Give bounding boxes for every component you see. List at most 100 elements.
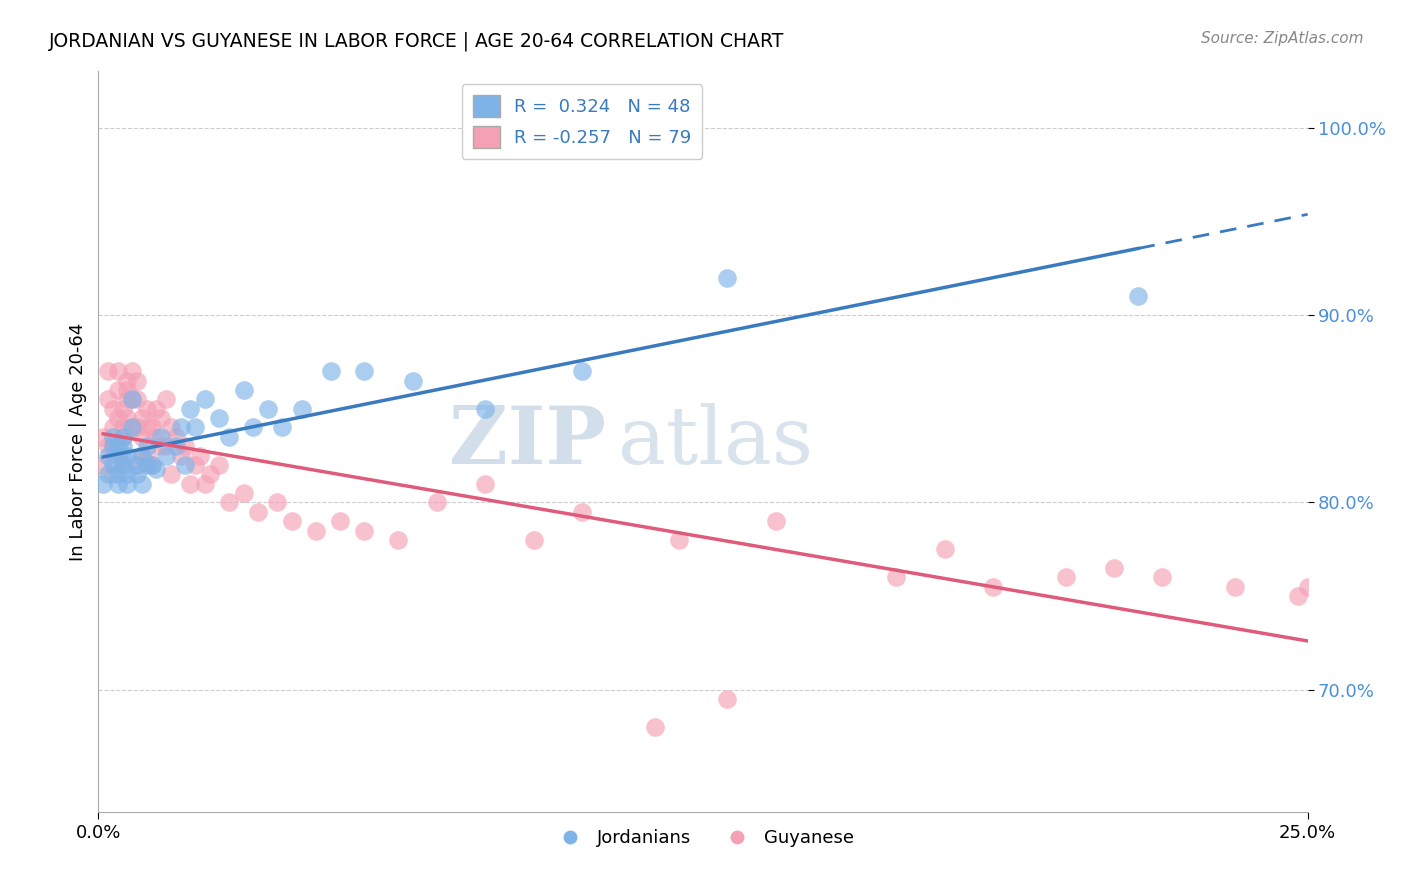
Point [1152,570,1174,584]
Y-axis label: In Labor Force | Age 20-64: In Labor Force | Age 20-64 [69,322,87,561]
Point [150,430,173,444]
Point [305,524,328,538]
Point [232,383,254,397]
Point [169,449,191,463]
Point [141,420,163,434]
Point [135,439,157,453]
Point [402,374,425,388]
Point [131,411,153,425]
Point [111,430,134,444]
Point [107,439,129,453]
Point [97,467,120,482]
Point [571,505,593,519]
Text: Source: ZipAtlas.com: Source: ZipAtlas.com [1201,31,1364,46]
Point [101,439,124,453]
Point [127,392,149,407]
Text: JORDANIAN VS GUYANESE IN LABOR FORCE | AGE 20-64 CORRELATION CHART: JORDANIAN VS GUYANESE IN LABOR FORCE | A… [49,31,785,51]
Point [107,411,129,425]
Point [91,430,114,444]
Point [101,467,124,482]
Point [131,449,153,463]
Point [242,420,264,434]
Point [145,430,167,444]
Point [1054,570,1077,584]
Point [107,467,129,482]
Point [290,401,312,416]
Point [91,476,114,491]
Point [523,533,546,547]
Point [716,692,738,706]
Point [169,420,191,434]
Point [256,401,278,416]
Point [1128,289,1150,303]
Point [218,495,240,509]
Point [155,392,177,407]
Point [160,467,183,482]
Point [271,420,294,434]
Point [117,449,139,463]
Text: atlas: atlas [619,402,814,481]
Point [127,374,149,388]
Point [1286,589,1309,603]
Point [886,570,908,584]
Point [101,430,124,444]
Point [218,430,240,444]
Point [141,458,163,472]
Point [155,449,177,463]
Point [145,461,167,475]
Point [107,449,129,463]
Point [127,420,149,434]
Point [934,542,956,557]
Point [135,420,157,434]
Point [644,720,666,734]
Point [174,458,197,472]
Point [571,364,593,378]
Point [127,467,149,482]
Point [198,467,221,482]
Point [188,449,211,463]
Point [165,430,187,444]
Legend: Jordanians, Guyanese: Jordanians, Guyanese [546,822,860,855]
Point [97,439,120,453]
Point [266,495,288,509]
Point [329,514,352,528]
Point [208,458,231,472]
Point [111,439,134,453]
Point [135,449,157,463]
Point [387,533,409,547]
Point [165,439,187,453]
Point [1223,580,1246,594]
Point [179,401,201,416]
Point [247,505,270,519]
Point [319,364,342,378]
Point [474,476,496,491]
Point [97,364,120,378]
Point [426,495,449,509]
Point [184,458,207,472]
Point [121,392,143,407]
Point [765,514,787,528]
Point [668,533,690,547]
Point [232,486,254,500]
Text: ZIP: ZIP [450,402,606,481]
Point [117,476,139,491]
Point [111,458,134,472]
Point [179,476,201,491]
Point [208,411,231,425]
Point [111,430,134,444]
Point [474,401,496,416]
Point [121,420,143,434]
Point [107,476,129,491]
Point [150,411,173,425]
Point [121,392,143,407]
Point [141,458,163,472]
Point [111,458,134,472]
Point [101,401,124,416]
Point [135,401,157,416]
Point [194,392,217,407]
Point [97,392,120,407]
Point [111,449,134,463]
Point [194,476,217,491]
Point [127,458,149,472]
Point [145,401,167,416]
